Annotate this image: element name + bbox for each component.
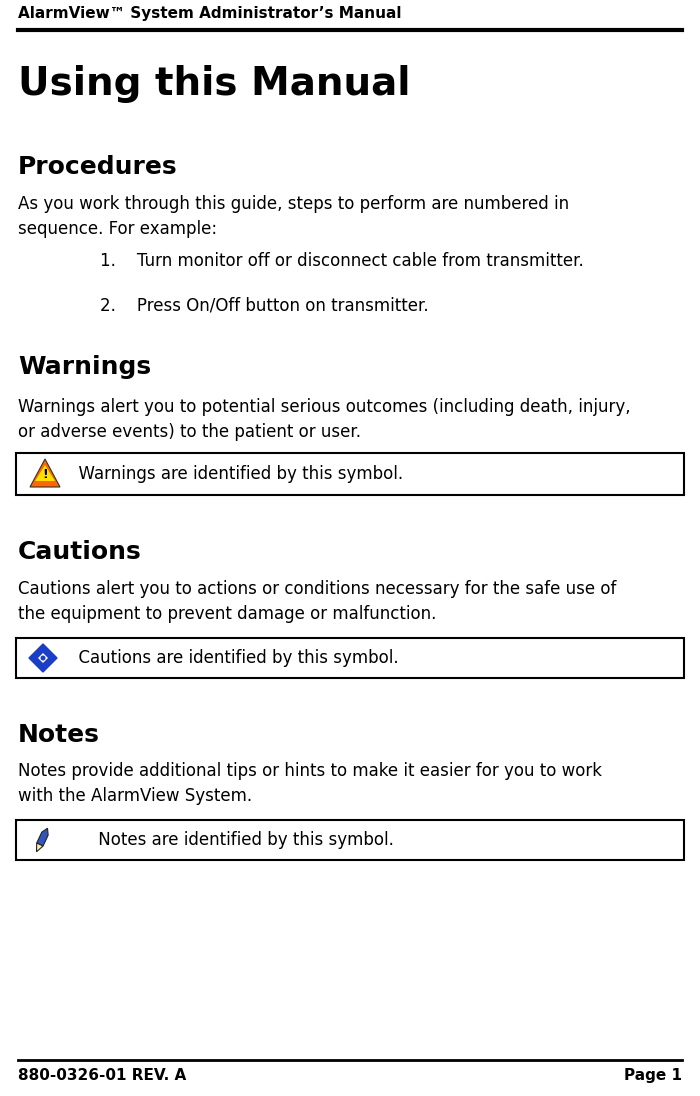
Circle shape <box>41 655 46 661</box>
Text: Procedures: Procedures <box>18 155 178 179</box>
Polygon shape <box>30 459 60 487</box>
Text: As you work through this guide, steps to perform are numbered in
sequence. For e: As you work through this guide, steps to… <box>18 195 569 238</box>
Text: Cautions: Cautions <box>18 540 141 564</box>
Polygon shape <box>29 644 57 672</box>
FancyBboxPatch shape <box>16 638 684 678</box>
Text: Notes: Notes <box>18 723 100 747</box>
Text: 2.    Press On/Off button on transmitter.: 2. Press On/Off button on transmitter. <box>100 296 428 313</box>
Text: Page 1: Page 1 <box>624 1068 682 1083</box>
Polygon shape <box>38 653 48 663</box>
Text: 880-0326-01 REV. A: 880-0326-01 REV. A <box>18 1068 186 1083</box>
FancyBboxPatch shape <box>16 820 684 860</box>
FancyBboxPatch shape <box>16 453 684 495</box>
Text: Cautions alert you to actions or conditions necessary for the safe use of
the eq: Cautions alert you to actions or conditi… <box>18 580 617 623</box>
Text: Notes are identified by this symbol.: Notes are identified by this symbol. <box>72 831 394 849</box>
Polygon shape <box>36 843 43 852</box>
Polygon shape <box>35 465 55 481</box>
Text: Using this Manual: Using this Manual <box>18 65 410 103</box>
Polygon shape <box>36 829 48 846</box>
Text: AlarmView™ System Administrator’s Manual: AlarmView™ System Administrator’s Manual <box>18 5 402 21</box>
Text: !: ! <box>42 468 48 481</box>
Text: Warnings: Warnings <box>18 355 151 379</box>
Text: Cautions are identified by this symbol.: Cautions are identified by this symbol. <box>68 649 398 667</box>
Text: 1.    Turn monitor off or disconnect cable from transmitter.: 1. Turn monitor off or disconnect cable … <box>100 252 584 270</box>
Text: Warnings alert you to potential serious outcomes (including death, injury,
or ad: Warnings alert you to potential serious … <box>18 398 631 441</box>
Text: Notes provide additional tips or hints to make it easier for you to work
with th: Notes provide additional tips or hints t… <box>18 762 602 804</box>
Text: Warnings are identified by this symbol.: Warnings are identified by this symbol. <box>68 465 403 483</box>
